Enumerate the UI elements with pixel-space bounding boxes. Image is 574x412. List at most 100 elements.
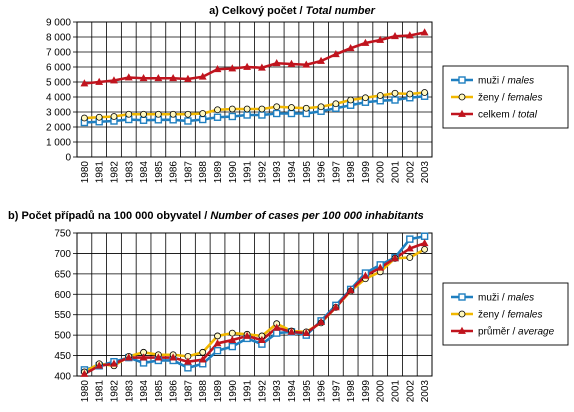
chart-b-point-females	[228, 329, 236, 337]
chart-b-xtick-label: 2002	[405, 380, 416, 403]
chart-a-point-females	[80, 114, 88, 122]
chart-b-ytick-label: 600	[54, 290, 71, 301]
chart-a-point-total	[257, 63, 266, 71]
chart-b-point-males	[184, 364, 192, 372]
chart-a-point-total	[124, 73, 133, 81]
chart-a-point-total	[331, 50, 340, 58]
chart-b-xtick-label: 1993	[272, 380, 283, 403]
chart-b-point-total	[272, 323, 281, 331]
chart-a-point-females	[258, 105, 266, 113]
chart-b-point-total	[243, 331, 252, 339]
chart-a-legend-label-males: muži / males	[478, 76, 534, 87]
chart-a-ytick-label: 6 000	[46, 63, 71, 74]
chart-a-point-females	[110, 113, 118, 120]
chart-a-point-total	[169, 74, 178, 82]
chart-a-point-males	[213, 113, 222, 121]
chart-a-xtick-label: 1983	[124, 161, 135, 184]
chart-a-point-females	[214, 106, 221, 114]
chart-a-legend-label-total: celkem / total	[478, 110, 538, 121]
legend-label-italic: total	[518, 110, 538, 121]
chart-b-point-total	[391, 254, 399, 262]
chart-a-point-females	[288, 104, 295, 111]
chart-a-point-total	[361, 38, 370, 46]
chart-b-point-total	[346, 285, 355, 294]
chart-a-point-males	[154, 116, 163, 124]
chart-a-xtick-label: 1991	[243, 161, 254, 184]
chart-b-xtick-label: 1983	[124, 380, 135, 403]
chart-a-xtick-label: 1994	[287, 161, 298, 184]
chart-a-point-total	[139, 74, 148, 82]
chart-a-ytick-label: 4 000	[46, 93, 71, 104]
chart-a-point-males	[391, 96, 399, 104]
chart-a-xtick-label: 2002	[405, 161, 416, 184]
chart-b-point-total	[361, 271, 370, 279]
chart-b-point-total	[331, 303, 340, 311]
chart-a-point-total	[287, 59, 296, 67]
chart-b-xtick-label: 1985	[154, 380, 165, 403]
chart-a-xtick-label: 1999	[361, 161, 372, 184]
chart-b-xtick-label: 2001	[391, 380, 402, 403]
chart-b-xtick-label: 1998	[346, 380, 357, 403]
chart-b-title-main: b) Počet případů na 100 000 obyvatel /	[8, 210, 210, 222]
chart-b-xtick-label: 1991	[243, 380, 254, 403]
chart-b-xtick-label: 1995	[302, 380, 313, 403]
chart-a-point-total	[213, 65, 222, 73]
chart-b-xtick-label: 1999	[361, 380, 372, 403]
legend-label-main: muži /	[478, 76, 507, 87]
chart-a-ytick-label: 1 000	[46, 138, 71, 149]
chart-b-point-females	[214, 332, 221, 340]
chart-b-point-total	[228, 335, 237, 343]
chart-a-point-males	[228, 112, 237, 121]
chart-b-point-total	[110, 359, 118, 367]
chart-b-xtick-label: 1992	[257, 380, 268, 403]
chart-a-point-males	[169, 116, 177, 124]
chart-b-xtick-label: 1994	[287, 380, 298, 403]
chart-b-point-total	[420, 238, 429, 247]
chart-a-xtick-label: 1993	[272, 161, 283, 184]
chart-a-xtick-label: 2003	[420, 161, 431, 184]
chart-a-legend-marker-males	[458, 76, 466, 84]
legend-label-italic: females	[507, 310, 542, 321]
chart-a-point-males	[184, 117, 192, 125]
chart-a-title: a) Celkový počet / Total number	[209, 5, 376, 17]
legend-label-main: ženy /	[478, 310, 507, 321]
chart-b-xtick-label: 1981	[95, 380, 106, 403]
chart-b-point-males	[139, 359, 148, 367]
chart-a-point-total	[110, 76, 118, 84]
chart-b-xtick-label: 1984	[139, 380, 150, 403]
chart-b-xtick-label: 1982	[109, 380, 120, 403]
chart-b-legend-label-males: muži / males	[478, 293, 534, 304]
chart-b-ytick-label: 550	[54, 310, 71, 321]
chart-a-point-females	[391, 89, 399, 97]
chart-b-point-total	[169, 353, 178, 361]
chart-b-point-total	[184, 357, 192, 365]
chart-a-xtick-label: 1980	[80, 161, 91, 184]
chart-a-point-total	[80, 79, 89, 87]
chart-b-point-males	[228, 342, 237, 351]
legend-label-main: celkem /	[478, 110, 518, 121]
chart-b-legend-marker-females	[458, 310, 466, 318]
chart-a-xtick-label: 1984	[139, 161, 150, 184]
chart-a-point-females	[406, 90, 414, 98]
chart-b-xtick-label: 1986	[169, 380, 180, 403]
chart-a-series-line-total	[84, 31, 425, 85]
chart-a-xtick-label: 1988	[198, 161, 209, 184]
chart-a-point-males	[272, 109, 281, 118]
chart-a-point-total	[184, 74, 192, 82]
chart-a-xtick-label: 1985	[154, 161, 165, 184]
chart-a-point-total	[95, 77, 104, 85]
chart-b-xtick-label: 1988	[198, 380, 209, 403]
chart-a-point-females	[169, 110, 177, 118]
chart-a-point-females	[243, 105, 251, 113]
chart-a-point-females	[154, 110, 162, 118]
chart-a-xtick-label: 1998	[346, 161, 357, 184]
chart-a-ytick-label: 8 000	[46, 33, 71, 44]
chart-b-point-total	[317, 317, 325, 325]
chart-a-point-total	[405, 31, 414, 39]
chart-a-point-total	[346, 44, 355, 52]
chart-a-ytick-label: 3 000	[46, 108, 71, 119]
legend-label-main: ženy /	[478, 93, 507, 104]
chart-a-point-total	[302, 60, 311, 68]
chart-b-point-total	[405, 244, 414, 252]
